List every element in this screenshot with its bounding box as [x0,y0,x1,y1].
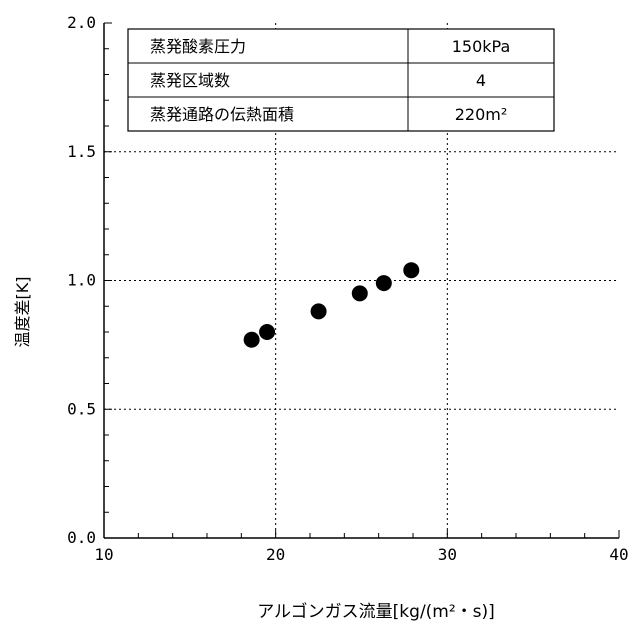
table-cell-label: 蒸発通路の伝熱面積 [150,105,294,124]
x-tick-label: 30 [438,545,457,564]
table-cell-label: 蒸発区域数 [150,71,230,90]
parameter-table: 蒸発酸素圧力 150kPa 蒸発区域数 4 蒸発通路の伝熱面積 220m² [128,29,554,131]
x-tick-label: 20 [266,545,285,564]
x-tick-label: 40 [609,545,628,564]
data-point [259,324,275,340]
data-point [403,262,419,278]
y-tick-label: 2.0 [67,13,96,32]
y-tick-label: 1.0 [67,271,96,290]
table-cell-value: 4 [476,71,486,90]
x-tick-label: 10 [94,545,113,564]
data-point [376,275,392,291]
y-tick-label: 1.5 [67,142,96,161]
y-tick-label: 0.5 [67,399,96,418]
data-point [352,285,368,301]
y-tick-label: 0.0 [67,528,96,547]
y-axis-label: 温度差[K] [13,277,32,348]
table-cell-label: 蒸発酸素圧力 [150,37,246,56]
table-cell-value: 150kPa [452,37,511,56]
data-points [244,262,420,348]
x-axis-label: アルゴンガス流量[kg/(m²・s)] [257,601,495,622]
table-cell-value: 220m² [455,105,508,124]
data-point [244,332,260,348]
data-point [311,303,327,319]
